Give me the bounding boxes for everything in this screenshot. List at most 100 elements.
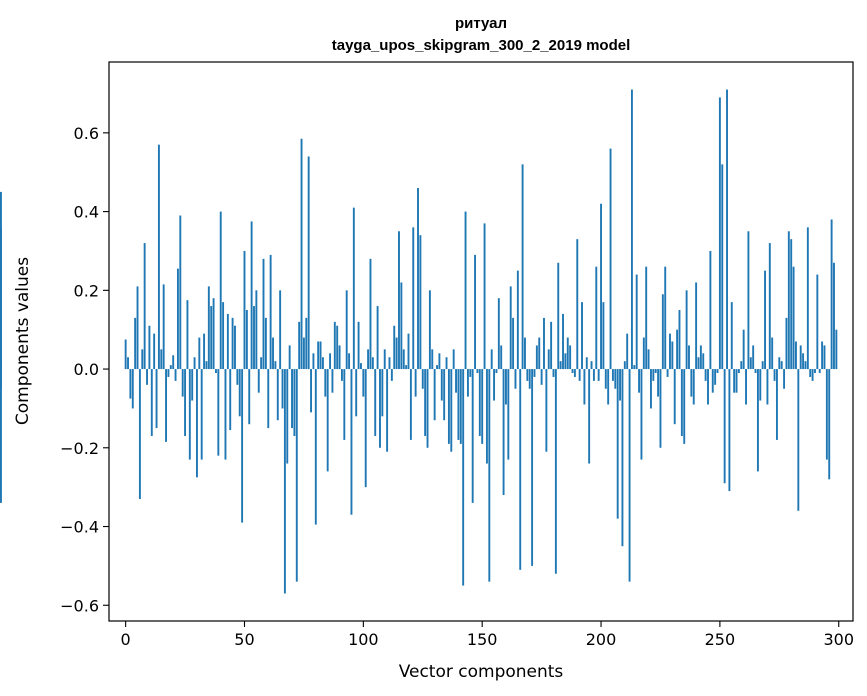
- bar: [174, 369, 177, 381]
- bar: [167, 369, 170, 377]
- bar: [379, 369, 381, 448]
- x-axis-ticks: 0 50 100 150 200 250 300: [121, 621, 854, 649]
- bar: [728, 369, 731, 492]
- bar: [583, 369, 586, 405]
- bar: [742, 329, 745, 370]
- bar: [550, 321, 553, 370]
- bar: [785, 317, 788, 370]
- bar: [281, 369, 284, 409]
- bar: [184, 369, 187, 436]
- bar: [279, 290, 282, 370]
- bar: [507, 369, 510, 460]
- bar: [428, 290, 431, 370]
- bar: [733, 369, 736, 393]
- bar: [718, 97, 721, 370]
- y-tick-label: −0.4: [60, 518, 99, 537]
- bar: [286, 369, 289, 464]
- x-axis-label: Vector components: [399, 662, 564, 682]
- bar: [471, 369, 474, 503]
- bar: [445, 357, 448, 370]
- bar: [505, 369, 507, 405]
- bar: [645, 266, 648, 370]
- bar: [557, 262, 560, 370]
- bar: [545, 369, 548, 452]
- bar: [238, 369, 241, 417]
- bar: [215, 369, 217, 373]
- bar: [495, 369, 498, 373]
- bar: [490, 349, 493, 370]
- bar: [298, 321, 301, 370]
- bar: [333, 321, 336, 370]
- bar: [676, 329, 679, 370]
- x-tick-label: 250: [705, 630, 736, 649]
- bar: [224, 369, 227, 460]
- y-axis-label: Components values: [13, 257, 33, 425]
- bar-series: [0, 89, 838, 594]
- bar: [329, 353, 332, 370]
- bar: [438, 353, 441, 370]
- bar: [597, 369, 600, 381]
- bar: [386, 369, 389, 452]
- bar: [699, 345, 702, 370]
- bar: [516, 270, 519, 370]
- bar: [157, 144, 160, 370]
- bar: [181, 369, 184, 397]
- bar: [616, 369, 619, 519]
- bar: [469, 369, 472, 377]
- bar: [764, 270, 766, 370]
- bar: [754, 369, 757, 373]
- bar: [155, 369, 158, 429]
- bar: [452, 349, 455, 370]
- bar: [248, 369, 251, 425]
- bar: [780, 361, 783, 370]
- bar: [127, 357, 129, 370]
- bar: [364, 369, 367, 488]
- bar: [336, 325, 339, 370]
- bar: [749, 357, 752, 370]
- bar: [671, 341, 674, 370]
- bar: [752, 345, 755, 370]
- bar: [778, 357, 781, 370]
- bar: [709, 250, 712, 370]
- bar: [654, 369, 657, 373]
- bar: [697, 357, 700, 370]
- bar: [236, 369, 239, 385]
- y-tick-label: 0.6: [74, 124, 99, 143]
- bar: [478, 369, 481, 436]
- bar: [692, 369, 695, 405]
- bar: [257, 369, 260, 393]
- bar: [360, 363, 362, 370]
- bar: [383, 349, 386, 370]
- bar: [314, 369, 317, 525]
- bar: [307, 156, 310, 370]
- bar: [193, 357, 196, 370]
- chart-title: ритуал: [455, 15, 507, 32]
- bar: [735, 369, 738, 393]
- bar: [771, 337, 774, 370]
- bar: [623, 361, 626, 370]
- x-tick-label: 100: [348, 630, 379, 649]
- bar: [0, 369, 2, 389]
- bar: [795, 341, 797, 370]
- x-tick-label: 150: [467, 630, 498, 649]
- y-tick-label: −0.2: [60, 439, 99, 458]
- bar: [176, 268, 179, 370]
- bar: [775, 369, 778, 440]
- bar: [588, 369, 591, 464]
- bar: [792, 266, 795, 370]
- bar: [367, 349, 370, 370]
- bar: [799, 345, 802, 370]
- bar: [165, 369, 167, 442]
- bar: [590, 361, 593, 370]
- bar: [716, 369, 719, 373]
- bar: [642, 337, 645, 370]
- x-tick-label: 50: [234, 630, 254, 649]
- bar: [602, 302, 605, 370]
- bar: [402, 349, 405, 370]
- bar: [509, 286, 512, 370]
- bar: [773, 369, 776, 381]
- bar: [374, 369, 377, 436]
- bar: [388, 357, 391, 370]
- bar: [802, 353, 805, 370]
